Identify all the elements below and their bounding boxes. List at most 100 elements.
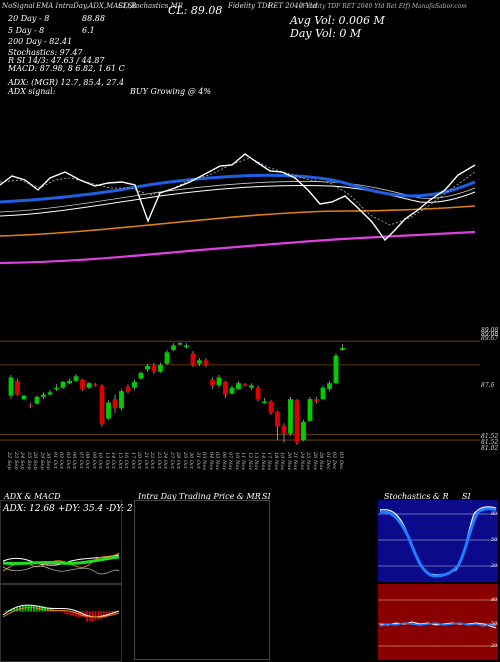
macd-histogram-bar	[75, 611, 77, 617]
ema-blue	[0, 173, 476, 204]
candle-body	[294, 400, 300, 443]
candle-body	[106, 402, 111, 419]
candle-body	[8, 377, 14, 396]
macd-histogram-bar	[61, 611, 63, 613]
candle-body	[171, 345, 176, 350]
candle-body	[112, 399, 118, 409]
fund-ret: RET 2040 Ytd	[268, 2, 318, 10]
candle-body	[255, 387, 261, 400]
macd-histogram-bar	[5, 611, 7, 612]
rsi-line: R SI 14/3: 47.63 / 44.87	[8, 56, 105, 65]
day-volume: Day Vol: 0 M	[290, 27, 362, 40]
macd-histogram-bar	[24, 605, 27, 612]
ema-white-2	[0, 181, 476, 213]
stochastics-panel: 80 50 20	[378, 500, 498, 582]
candle-body	[197, 360, 202, 364]
candle-body	[236, 383, 241, 389]
ema-long-magenta	[0, 230, 476, 265]
stoch-panel-title: Stochastics & R	[384, 492, 449, 501]
candle-body	[288, 399, 293, 434]
ma20-value: 88.88	[82, 14, 105, 23]
candlestick-chart	[0, 340, 480, 445]
macd-histogram-bar	[100, 611, 102, 619]
candle-body	[132, 382, 137, 388]
candle-body	[93, 384, 98, 386]
macd-histogram-bar	[94, 611, 97, 621]
date-label: 03 Dec	[337, 452, 344, 470]
macd-histogram-bar	[103, 611, 105, 619]
rsi-panel: 80 50 20	[378, 584, 498, 660]
adx-panel-title: ADX & MACD	[4, 492, 61, 501]
adx-values: ADX: 12.68 +DY: 35.4 -DY: 27.43	[3, 504, 153, 514]
candle-body	[223, 382, 228, 395]
candle-body	[301, 422, 306, 441]
ema-mid-orange	[0, 205, 476, 237]
stoch-level-50: 50	[491, 537, 498, 543]
candle-body	[67, 380, 72, 384]
stoch-level-20: 20	[491, 563, 498, 569]
macd-histogram-bar	[108, 611, 111, 617]
fund-name: Fidelity TDF	[228, 2, 273, 10]
candle-body	[80, 379, 85, 389]
macd-histogram-bar	[91, 611, 94, 621]
macd-histogram-bar	[105, 611, 108, 618]
ma20-label: 20 Day - 8	[8, 14, 50, 23]
adx-panel: ADX: 12.68 +DY: 35.4 -DY: 27.43	[0, 500, 153, 584]
ma5-value: 6.1	[82, 26, 95, 35]
macd-histogram-bar	[27, 605, 30, 612]
candle-body	[242, 384, 248, 386]
stoch-si-label: SI	[462, 492, 471, 501]
price-line	[0, 153, 476, 242]
price-level-label-3: 81.52	[481, 433, 499, 440]
candle-body	[60, 382, 66, 388]
candle-body	[119, 391, 124, 409]
ma5-label: 5 Day - 8	[8, 26, 45, 35]
candle-body	[216, 377, 222, 386]
candle-body	[281, 425, 287, 434]
candle-body	[184, 345, 189, 347]
candle-body	[54, 387, 59, 390]
date-axis: 22 Sep 23 Sep 24 Sep 25 Sep 26 Sep 29 Sep 30 S…	[0, 452, 500, 482]
candle-body	[333, 355, 339, 384]
candle-body	[158, 364, 163, 372]
macd-histogram-bar	[72, 611, 74, 617]
macd-histogram-bar	[41, 606, 44, 612]
candle-body	[203, 360, 209, 365]
site-label: (Fidelity TDF RET 2040 Ytd Ret Etf) Mana…	[300, 3, 467, 10]
candle-body	[190, 353, 196, 365]
candle-body	[34, 396, 40, 404]
candle-body	[262, 401, 267, 403]
candle-body	[268, 401, 274, 413]
macd-histogram-bar	[63, 611, 66, 614]
candle-body	[145, 366, 150, 370]
rsi-level-50: 50	[491, 621, 498, 627]
macd-histogram-bar	[58, 611, 60, 612]
macd-histogram-bar	[10, 609, 13, 612]
candle-body	[307, 399, 313, 421]
candle-body	[340, 347, 345, 350]
candle-body	[210, 379, 215, 386]
macd-histogram-bar	[66, 611, 69, 615]
stoch-level-80: 80	[491, 511, 498, 517]
macd-histogram-bar	[47, 607, 49, 612]
rsi-level-20: 20	[491, 643, 498, 649]
indicator-list: EMA IntraDay,ADX,MACD,R	[36, 2, 137, 10]
intraday-si-label: SI	[262, 492, 271, 501]
intraday-panel	[134, 500, 270, 660]
adx-signal-value: BUY Growing @ 4%	[130, 87, 211, 96]
macd-line: MACD: 87.98, 8 6.82, 1.61 C	[8, 64, 125, 73]
stochastics-value: Stochastics: 97.47	[8, 48, 83, 57]
macd-histogram-bar	[21, 605, 24, 612]
price-top-label-1: 89.08	[481, 327, 499, 334]
price-dotted-line	[0, 157, 476, 226]
price-level-label-4: 81.52	[481, 439, 499, 446]
macd-signal-line	[2, 606, 120, 618]
ema-white-1	[0, 185, 476, 217]
candle-body	[73, 376, 79, 381]
price-level-label-5: 81.02	[481, 445, 499, 452]
price-level-label-2: 87.6	[481, 382, 495, 389]
adx-line: ADX: (MGR) 12.7, 85.4, 27.4	[8, 78, 125, 87]
candle-body	[275, 411, 280, 427]
candle-body	[15, 380, 20, 395]
macd-histogram-bar	[33, 605, 35, 612]
